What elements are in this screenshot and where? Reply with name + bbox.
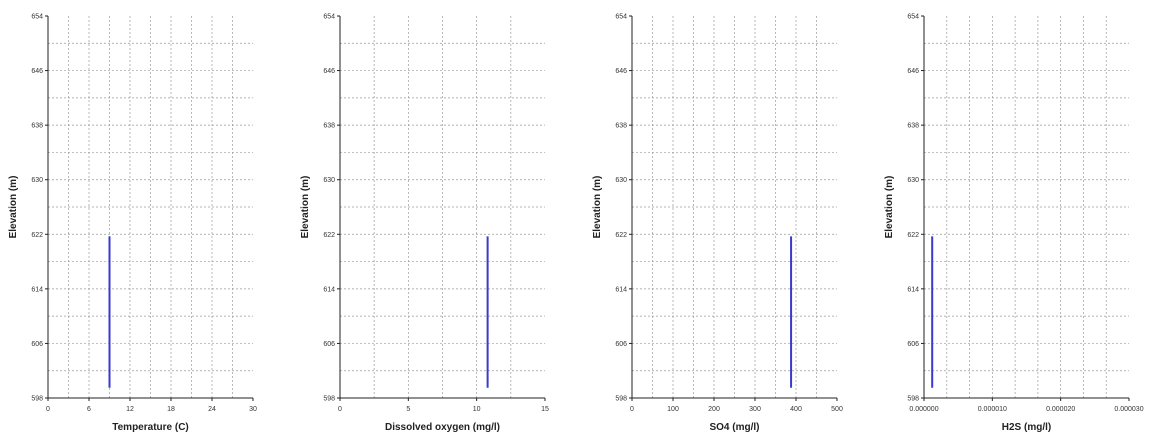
y-axis-label: Elevation (m) <box>300 176 311 239</box>
x-tick-label: 0 <box>630 406 634 413</box>
y-tick-label: 630 <box>323 177 335 184</box>
y-tick-label: 606 <box>323 341 335 348</box>
y-tick-label: 646 <box>907 68 919 75</box>
dissolved-oxygen-chart: 598 606 614 622 630 638 646 654 0 5 10 15 Dissolved … <box>300 14 549 434</box>
x-tick-label: 24 <box>208 406 216 413</box>
x-tick-label: 0 <box>46 406 50 413</box>
x-tick-label: 15 <box>541 406 549 413</box>
x-axis-label: H2S (mg/l) <box>1002 422 1051 433</box>
x-tick-label: 0.000030 <box>1114 406 1143 413</box>
y-tick-label: 638 <box>615 123 627 130</box>
x-tick-label: 0.000010 <box>978 406 1007 413</box>
y-tick-label: 606 <box>615 341 627 348</box>
y-tick-label: 630 <box>907 177 919 184</box>
x-tick-label: 18 <box>167 406 175 413</box>
y-axis-label: Elevation (m) <box>592 176 603 239</box>
x-tick-label: 0 <box>338 406 342 413</box>
x-tick-label: 6 <box>87 406 91 413</box>
y-tick-label: 630 <box>31 177 43 184</box>
y-tick-label: 638 <box>907 123 919 130</box>
y-tick-label: 598 <box>323 396 335 403</box>
plot-area <box>632 16 837 398</box>
y-axis-label: Elevation (m) <box>884 176 895 239</box>
y-axis-label: Elevation (m) <box>8 176 19 239</box>
x-tick-label: 5 <box>406 406 410 413</box>
x-tick-label: 500 <box>831 406 843 413</box>
x-tick-label: 12 <box>126 406 134 413</box>
x-tick-label: 0.000000 <box>909 406 938 413</box>
x-axis-label: Temperature (C) <box>112 422 189 433</box>
x-tick-label: 200 <box>708 406 720 413</box>
y-tick-label: 598 <box>31 396 43 403</box>
y-tick-label: 614 <box>907 286 919 293</box>
y-tick-label: 622 <box>615 232 627 239</box>
x-tick-label: 30 <box>249 406 257 413</box>
y-tick-label: 606 <box>907 341 919 348</box>
y-tick-label: 622 <box>907 232 919 239</box>
plot-area <box>924 16 1129 398</box>
y-tick-label: 614 <box>615 286 627 293</box>
y-tick-label: 630 <box>615 177 627 184</box>
y-tick-label: 614 <box>323 286 335 293</box>
y-tick-label: 638 <box>31 123 43 130</box>
y-tick-label: 598 <box>907 396 919 403</box>
y-tick-label: 622 <box>323 232 335 239</box>
x-tick-label: 0.000020 <box>1046 406 1075 413</box>
plot-area <box>48 16 253 398</box>
y-tick-label: 646 <box>323 68 335 75</box>
x-tick-label: 400 <box>790 406 802 413</box>
y-tick-label: 654 <box>323 14 335 21</box>
y-tick-label: 606 <box>31 341 43 348</box>
x-axis-label: SO4 (mg/l) <box>709 422 759 433</box>
y-tick-label: 614 <box>31 286 43 293</box>
y-tick-label: 646 <box>615 68 627 75</box>
y-tick-label: 654 <box>907 14 919 21</box>
temperature-chart: 598 606 614 622 630 638 646 654 0 6 12 18 24 30 Temper… <box>8 14 257 434</box>
x-tick-label: 100 <box>667 406 679 413</box>
so4-chart: 598 606 614 622 630 638 646 654 0 100 200 300 400 500… <box>592 14 843 434</box>
y-tick-label: 638 <box>323 123 335 130</box>
x-axis-label: Dissolved oxygen (mg/l) <box>385 422 500 433</box>
x-tick-label: 10 <box>473 406 481 413</box>
h2s-chart: 598 606 614 622 630 638 646 654 0.000000 0.000010… <box>884 14 1144 434</box>
y-tick-label: 598 <box>615 396 627 403</box>
x-tick-label: 300 <box>749 406 761 413</box>
y-tick-label: 622 <box>31 232 43 239</box>
y-tick-label: 654 <box>615 14 627 21</box>
y-tick-label: 654 <box>31 14 43 21</box>
y-tick-label: 646 <box>31 68 43 75</box>
plot-area <box>340 16 545 398</box>
